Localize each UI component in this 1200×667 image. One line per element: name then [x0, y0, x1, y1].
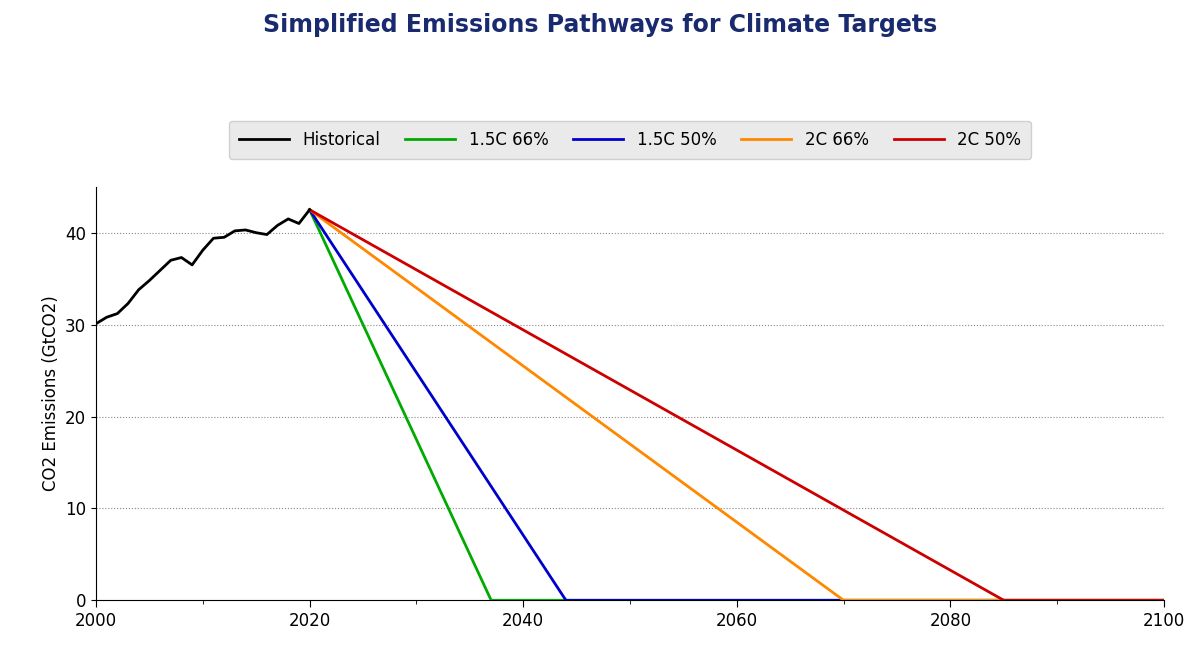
2C 50% [996, 596, 1010, 604]
Line: 2C 50%: 2C 50% [310, 209, 1164, 600]
Historical [152, 266, 167, 274]
2C 50% [1157, 596, 1171, 604]
Historical [292, 219, 306, 227]
1.5C 50% [559, 596, 574, 604]
Historical [259, 231, 274, 239]
1.5C 66% [302, 205, 317, 213]
Historical [196, 246, 210, 254]
Historical [163, 256, 178, 264]
1.5C 50% [1157, 596, 1171, 604]
2C 66% [836, 596, 851, 604]
2C 66% [1157, 596, 1171, 604]
Historical [110, 309, 125, 317]
Historical [185, 261, 199, 269]
Historical [121, 299, 136, 307]
Historical [281, 215, 295, 223]
Line: 2C 66%: 2C 66% [310, 209, 1164, 600]
1.5C 66% [1157, 596, 1171, 604]
Line: Historical: Historical [96, 209, 310, 323]
1.5C 50% [302, 205, 317, 213]
Historical [89, 319, 103, 327]
Historical [239, 226, 253, 234]
Historical [270, 221, 284, 229]
Historical [132, 285, 146, 293]
Historical [142, 277, 156, 285]
1.5C 66% [484, 596, 498, 604]
Historical [100, 313, 114, 321]
Historical [217, 233, 232, 241]
Historical [250, 229, 264, 237]
Text: Simplified Emissions Pathways for Climate Targets: Simplified Emissions Pathways for Climat… [263, 13, 937, 37]
Line: 1.5C 66%: 1.5C 66% [310, 209, 1164, 600]
Historical [174, 253, 188, 261]
Historical [206, 234, 221, 242]
2C 50% [302, 205, 317, 213]
Legend: Historical, 1.5C 66%, 1.5C 50%, 2C 66%, 2C 50%: Historical, 1.5C 66%, 1.5C 50%, 2C 66%, … [229, 121, 1031, 159]
2C 66% [302, 205, 317, 213]
Line: 1.5C 50%: 1.5C 50% [310, 209, 1164, 600]
Y-axis label: CO2 Emissions (GtCO2): CO2 Emissions (GtCO2) [42, 295, 60, 492]
Historical [228, 227, 242, 235]
Historical [302, 205, 317, 213]
